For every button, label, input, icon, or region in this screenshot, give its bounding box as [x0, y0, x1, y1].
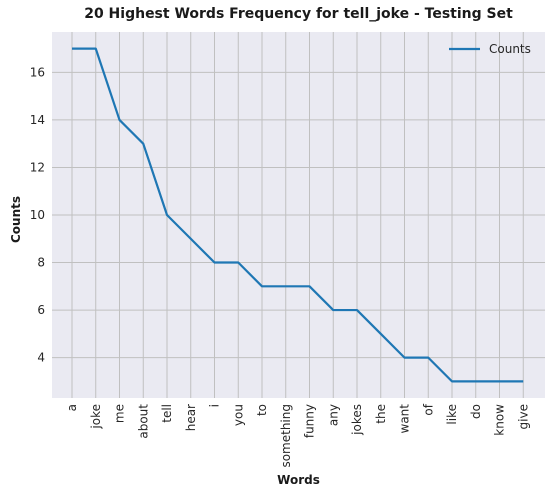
x-tick-label: to [255, 404, 269, 416]
x-tick-label: tell [160, 404, 174, 423]
y-tick-label: 14 [30, 113, 45, 127]
y-tick-label: 6 [37, 303, 45, 317]
series-line [72, 47, 524, 383]
y-tick-label: 4 [37, 351, 45, 365]
y-tick-label: 16 [30, 65, 45, 79]
y-tick-label: 12 [30, 160, 45, 174]
x-tick-label: me [113, 404, 127, 423]
x-tick-label: do [469, 404, 483, 419]
y-tick-label: 10 [30, 208, 45, 222]
x-tick-label: any [326, 404, 340, 426]
x-tick-label: funny [303, 404, 317, 438]
x-tick-label: i [208, 404, 222, 407]
x-tick-label: something [279, 404, 293, 468]
x-tick-label: the [374, 404, 388, 424]
chart-title: 20 Highest Words Frequency for tell_joke… [84, 6, 513, 22]
x-tick-label: hear [184, 404, 198, 431]
legend-label: Counts [489, 42, 531, 56]
x-tick-label: give [516, 404, 530, 429]
x-tick-label: a [65, 404, 79, 411]
y-axis-label: Counts [9, 195, 23, 243]
x-axis-label: Words [277, 473, 320, 487]
y-tick-label: 8 [37, 256, 45, 270]
x-tick-label: know [493, 404, 507, 436]
x-tick-label: of [421, 403, 435, 415]
x-tick-label: want [398, 404, 412, 434]
x-tick-label: joke [89, 404, 103, 430]
x-tick-label: like [445, 404, 459, 425]
x-tick-label: jokes [350, 404, 364, 436]
x-tick-label: you [231, 404, 245, 426]
x-tick-label: about [136, 404, 150, 439]
